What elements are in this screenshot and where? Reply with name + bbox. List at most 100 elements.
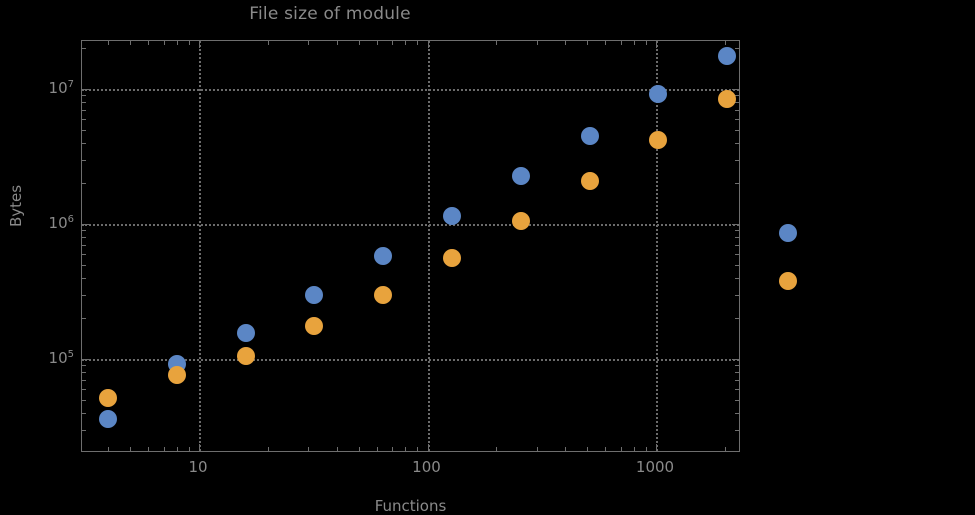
data-point-series-blue-7 xyxy=(580,126,599,145)
x-tick-70 xyxy=(392,41,394,45)
x-tick-bottom-7 xyxy=(163,447,165,451)
y-tick-60000 xyxy=(82,388,86,390)
x-tick-400 xyxy=(565,41,567,45)
x-tick-2000 xyxy=(724,41,726,45)
x-tick-bottom-70 xyxy=(392,447,394,451)
x-tick-7 xyxy=(163,41,165,45)
y-tick-right-2000000 xyxy=(735,183,739,185)
y-tick-200000 xyxy=(82,318,86,320)
x-tick-bottom-500 xyxy=(587,447,589,451)
y-tick-50000 xyxy=(82,399,86,401)
x-tick-bottom-600 xyxy=(605,447,607,451)
x-tick-8 xyxy=(176,41,178,45)
x-tick-bottom-300 xyxy=(536,447,538,451)
y-tick-700000 xyxy=(82,244,86,246)
x-tick-bottom-9 xyxy=(188,447,190,451)
y-tick-80000 xyxy=(82,372,86,374)
y-tick-90000 xyxy=(82,365,86,367)
x-tick-30 xyxy=(308,41,310,45)
x-tick-bottom-90 xyxy=(417,447,419,451)
x-tick-6 xyxy=(148,41,150,45)
y-tick-label-1e5: 105 xyxy=(48,349,74,367)
x-tick-bottom-4 xyxy=(108,447,110,451)
y-tick-400000 xyxy=(82,277,86,279)
y-tick-right-500000 xyxy=(735,264,739,266)
data-point-series-orange-2 xyxy=(236,346,255,365)
y-tick-right-3000000 xyxy=(735,159,739,161)
y-tick-right-5000000 xyxy=(735,129,739,131)
y-tick-right-70000 xyxy=(735,379,739,381)
x-tick-bottom-60 xyxy=(376,447,378,451)
y-tick-right-80000 xyxy=(735,372,739,374)
x-tick-500 xyxy=(587,41,589,45)
y-tick-right-20000000 xyxy=(735,48,739,50)
x-tick-40 xyxy=(336,41,338,45)
data-point-series-orange-7 xyxy=(580,171,599,190)
x-tick-9 xyxy=(188,41,190,45)
data-point-series-orange-3 xyxy=(305,317,324,336)
x-axis-title: Functions xyxy=(374,497,447,515)
y-tick-70000 xyxy=(82,379,86,381)
y-tick-800000 xyxy=(82,237,86,239)
y-tick-9000000 xyxy=(82,95,86,97)
y-tick-right-7000000 xyxy=(735,109,739,111)
x-tick-label-1000: 1000 xyxy=(635,458,675,476)
gridline-vertical-100 xyxy=(427,41,430,451)
y-tick-label-1e6: 106 xyxy=(48,214,74,232)
y-tick-20000000 xyxy=(82,48,86,50)
x-tick-200 xyxy=(496,41,498,45)
x-tick-bottom-200 xyxy=(496,447,498,451)
chart-title: File size of module xyxy=(249,4,411,24)
gridline-horizontal-1e5 xyxy=(82,359,739,361)
plot-frame xyxy=(81,40,740,452)
y-tick-right-8000000 xyxy=(735,102,739,104)
x-tick-4 xyxy=(108,41,110,45)
gridline-vertical-1000 xyxy=(656,41,658,451)
x-tick-bottom-8 xyxy=(176,447,178,451)
x-tick-900 xyxy=(645,41,647,45)
x-tick-90 xyxy=(417,41,419,45)
x-tick-bottom-800 xyxy=(633,447,635,451)
x-tick-bottom-30 xyxy=(308,447,310,451)
y-tick-4000000 xyxy=(82,142,86,144)
data-point-series-blue-2 xyxy=(236,324,255,343)
x-tick-bottom-2000 xyxy=(724,447,726,451)
x-tick-bottom-6 xyxy=(148,447,150,451)
data-point-series-orange-1 xyxy=(167,366,186,385)
x-tick-bottom-5 xyxy=(130,447,132,451)
data-point-series-orange-0 xyxy=(99,389,118,408)
data-point-series-blue-6 xyxy=(511,167,530,186)
plot-area xyxy=(82,41,739,451)
x-tick-80 xyxy=(405,41,407,45)
y-tick-30000 xyxy=(82,429,86,431)
x-tick-bottom-700 xyxy=(620,447,622,451)
x-tick-20 xyxy=(267,41,269,45)
x-tick-300 xyxy=(536,41,538,45)
data-point-series-orange-4 xyxy=(374,285,393,304)
y-tick-right-200000 xyxy=(735,318,739,320)
y-tick-5000000 xyxy=(82,129,86,131)
x-tick-bottom-100 xyxy=(427,444,429,451)
y-tick-3000000 xyxy=(82,159,86,161)
x-tick-bottom-40 xyxy=(336,447,338,451)
x-tick-bottom-20 xyxy=(267,447,269,451)
gridline-vertical-10 xyxy=(199,41,201,451)
data-point-series-orange-6 xyxy=(511,211,530,230)
data-point-series-blue-9 xyxy=(718,47,737,66)
x-tick-bottom-10 xyxy=(199,444,200,451)
x-tick-label-100: 100 xyxy=(412,458,441,476)
x-tick-60 xyxy=(376,41,378,45)
y-tick-right-1000000 xyxy=(732,224,739,225)
y-tick-2000000 xyxy=(82,183,86,185)
data-point-series-blue-3 xyxy=(305,285,324,304)
y-tick-right-800000 xyxy=(735,237,739,239)
data-point-series-blue-0 xyxy=(99,409,118,428)
x-tick-600 xyxy=(605,41,607,45)
y-tick-right-60000 xyxy=(735,388,739,390)
y-tick-right-6000000 xyxy=(735,118,739,120)
gridline-horizontal-1e7 xyxy=(82,89,739,91)
y-tick-label-1e7: 107 xyxy=(48,79,74,97)
x-tick-5 xyxy=(130,41,132,45)
y-tick-right-90000 xyxy=(735,365,739,367)
y-tick-right-9000000 xyxy=(735,95,739,97)
